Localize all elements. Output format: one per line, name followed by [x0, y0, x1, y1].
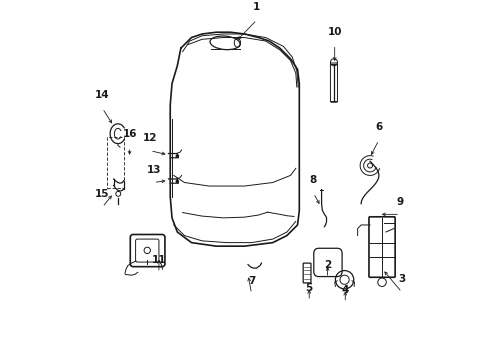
Text: 13: 13	[146, 165, 161, 175]
Text: 7: 7	[247, 276, 255, 286]
Text: 6: 6	[374, 122, 382, 132]
Text: 9: 9	[396, 197, 403, 207]
Text: 16: 16	[122, 129, 137, 139]
Text: 14: 14	[95, 90, 109, 100]
Text: 4: 4	[341, 285, 348, 295]
Text: 12: 12	[142, 133, 157, 143]
Circle shape	[175, 180, 179, 183]
Text: 2: 2	[324, 260, 330, 270]
Text: 3: 3	[397, 274, 405, 284]
Circle shape	[175, 154, 179, 158]
Text: 5: 5	[305, 283, 312, 293]
Text: 1: 1	[253, 2, 260, 12]
Text: 15: 15	[95, 189, 109, 199]
Text: 8: 8	[309, 175, 316, 185]
Text: 10: 10	[327, 27, 341, 37]
Text: 11: 11	[151, 255, 166, 265]
